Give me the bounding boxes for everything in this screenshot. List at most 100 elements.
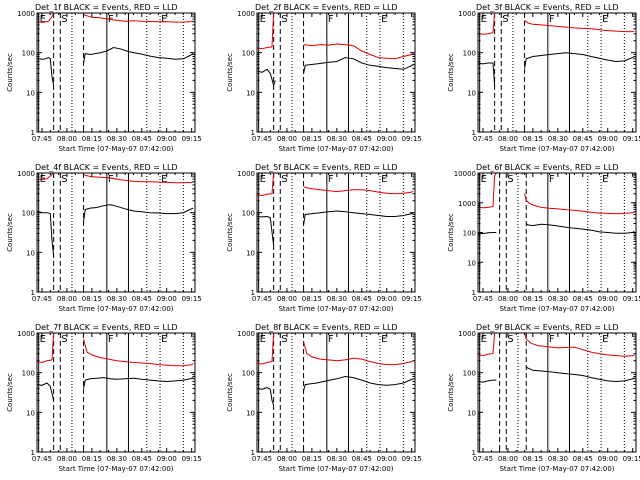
lld-series-line [83,338,194,367]
x-tick-label: 08:30 [107,455,127,463]
time-marker-label: E [40,14,46,25]
y-tick-label: 1000 [17,330,35,338]
x-axis-label: Start Time (07-May-07 07:42:00) [58,145,173,153]
events-series-line [83,46,194,64]
events-series-line [37,382,55,401]
time-marker-label: E [161,14,167,25]
x-tick-label: 07:45 [473,455,493,463]
plot-frame [36,172,196,293]
x-tick-label: 09:15 [623,295,640,303]
chart-panel: Det_9f BLACK = Events, RED = LLD Counts/s… [447,323,640,473]
y-axis-label: Counts/sec [447,213,455,252]
x-tick-label: 08:45 [573,295,593,303]
time-marker-label: S [61,174,67,185]
x-tick-label: 07:45 [32,295,52,303]
x-tick-label: 08:15 [82,135,102,143]
y-tick-label: 100 [463,230,476,238]
lld-series-line [303,43,414,60]
time-marker-label: E [161,174,167,185]
x-tick-label: 07:45 [473,135,493,143]
time-marker-label: F [328,334,334,345]
y-tick-label: 100 [22,210,35,218]
y-tick-label: 1 [31,449,35,457]
x-tick-label: 08:00 [277,135,297,143]
x-tick-label: 08:00 [57,455,77,463]
time-marker-label: E [161,334,167,345]
x-tick-label: 08:30 [548,135,568,143]
time-marker-label: E [260,174,266,185]
time-marker-label: F [549,174,555,185]
events-series-line [257,387,275,406]
time-marker-label: E [481,14,487,25]
x-axis-label: Start Time (07-May-07 07:42:00) [499,305,614,313]
time-marker-label: F [328,14,334,25]
events-series-line [257,215,275,246]
time-marker-label: E [481,174,487,185]
x-tick-label: 09:00 [157,135,177,143]
x-tick-label: 09:15 [182,135,202,143]
plot-frame [477,332,637,453]
y-axis-label: Counts/sec [226,373,234,412]
y-tick-label: 1000 [237,170,255,178]
x-tick-label: 08:00 [498,295,518,303]
y-axis-label: Counts/sec [6,213,14,252]
y-axis-label: Counts/sec [6,373,14,412]
x-tick-label: 08:30 [107,135,127,143]
lld-series-line [524,193,635,215]
time-marker-label: F [549,14,555,25]
events-series-line [303,57,414,74]
x-tick-label: 09:00 [598,455,618,463]
lld-series-line [303,186,414,195]
lld-series-line [257,173,276,197]
y-axis-label: Counts/sec [6,53,14,92]
x-tick-label: 07:45 [252,135,272,143]
time-marker-label: E [40,334,46,345]
lld-series-line [478,173,524,209]
lld-series-line [257,13,276,50]
x-tick-label: 08:30 [107,295,127,303]
x-axis-label: Start Time (07-May-07 07:42:00) [58,305,173,313]
lld-series-line [257,333,276,365]
lld-series-line [83,14,194,23]
x-tick-label: 09:00 [598,135,618,143]
x-axis-label: Start Time (07-May-07 07:42:00) [499,145,614,153]
chart-panel: Det_1f BLACK = Events, RED = LLD Counts/s… [6,3,202,153]
x-tick-label: 07:45 [252,455,272,463]
x-tick-label: 08:15 [523,135,543,143]
chart-title: Det_9f BLACK = Events, RED = LLD [476,323,619,332]
y-tick-label: 10000 [454,170,476,178]
y-tick-label: 10 [26,249,35,257]
lld-series-line [478,13,497,35]
x-tick-label: 09:15 [182,295,202,303]
chart-title: Det_4f BLACK = Events, RED = LLD [35,163,178,172]
events-series-line [478,232,497,235]
y-axis-label: Counts/sec [447,53,455,92]
chart-title: Det_7f BLACK = Events, RED = LLD [35,323,178,332]
chart-panel: Det_2f BLACK = Events, RED = LLD Counts/s… [226,3,422,153]
y-tick-label: 1000 [237,10,255,18]
y-tick-label: 100 [463,370,476,378]
y-tick-label: 1000 [458,200,476,208]
x-tick-label: 08:30 [327,295,347,303]
time-marker-label: F [549,334,555,345]
y-tick-label: 1000 [458,10,476,18]
chart-panel: Det_4f BLACK = Events, RED = LLD Counts/s… [6,163,202,313]
chart-panel: Det_7f BLACK = Events, RED = LLD Counts/s… [6,323,202,473]
y-axis-label: Counts/sec [447,373,455,412]
x-tick-label: 09:15 [623,455,640,463]
chart-title: Det_3f BLACK = Events, RED = LLD [476,3,619,12]
x-tick-label: 07:45 [32,455,52,463]
time-marker-label: E [381,14,387,25]
chart-panel: Det_8f BLACK = Events, RED = LLD Counts/s… [226,323,422,473]
chart-title: Det_2f BLACK = Events, RED = LLD [255,3,398,12]
events-series-line [303,210,414,225]
events-series-line [37,57,55,86]
y-tick-label: 100 [463,50,476,58]
x-tick-label: 09:15 [182,455,202,463]
plot-frame [256,12,416,133]
plot-frame [256,332,416,453]
events-series-line [303,375,414,391]
x-tick-label: 09:00 [377,455,397,463]
chart-panel: Det_3f BLACK = Events, RED = LLD Counts/s… [447,3,640,153]
